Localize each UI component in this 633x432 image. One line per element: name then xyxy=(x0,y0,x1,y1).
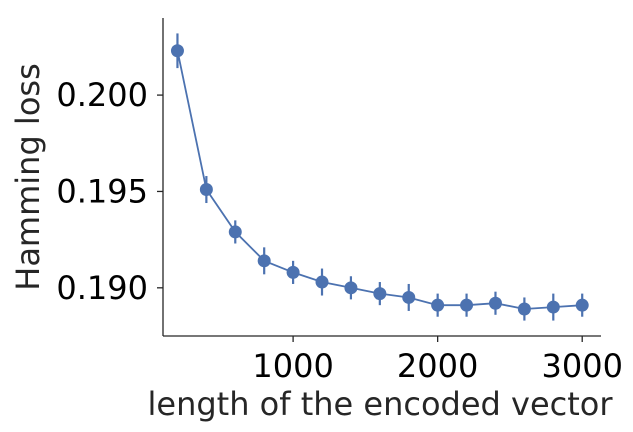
x-tick-label: 2000 xyxy=(397,347,478,385)
x-tick-label: 1000 xyxy=(252,347,333,385)
y-tick-label: 0.195 xyxy=(56,172,148,210)
data-point xyxy=(517,302,531,316)
data-point xyxy=(402,290,416,304)
data-point xyxy=(228,225,242,239)
error-bars xyxy=(176,33,584,321)
data-point xyxy=(199,183,213,197)
y-ticks: 0.190 0.195 0.200 xyxy=(56,76,163,307)
data-point xyxy=(170,44,184,58)
data-point xyxy=(344,281,358,295)
y-tick-label: 0.190 xyxy=(56,269,148,307)
data-point xyxy=(575,298,589,312)
y-tick-label: 0.200 xyxy=(56,76,148,114)
x-ticks: 1000 2000 3000 xyxy=(252,336,623,385)
data-point xyxy=(546,300,560,314)
data-point xyxy=(488,296,502,310)
data-point xyxy=(286,265,300,279)
data-point xyxy=(257,254,271,268)
series-line xyxy=(176,50,583,310)
data-points xyxy=(170,44,589,316)
data-point xyxy=(373,287,387,301)
data-point xyxy=(460,298,474,312)
data-point xyxy=(315,275,329,289)
x-tick-label: 3000 xyxy=(541,347,622,385)
data-point xyxy=(431,298,445,312)
x-axis-label: length of the encoded vector xyxy=(148,385,614,423)
y-axis-label: Hamming loss xyxy=(9,63,47,290)
